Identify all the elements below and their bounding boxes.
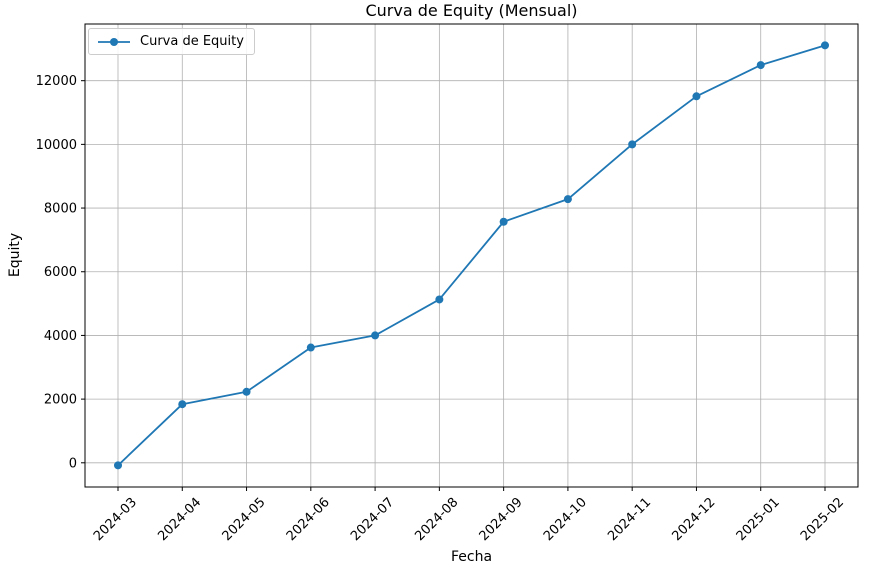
data-point-marker <box>756 61 765 70</box>
data-point-marker <box>371 331 380 340</box>
x-tick-label: 2024-03 <box>91 495 140 544</box>
data-point-marker <box>178 400 187 409</box>
y-tick-label: 2000 <box>44 393 77 408</box>
x-tick-label: 2024-11 <box>605 495 654 544</box>
data-point-marker <box>692 92 701 101</box>
y-tick-label: 6000 <box>44 265 77 280</box>
y-tick-label: 0 <box>69 456 77 471</box>
x-tick-label: 2024-10 <box>541 495 590 544</box>
y-tick-label: 4000 <box>44 329 77 344</box>
equity-line <box>117 44 826 467</box>
x-tick-label: 2025-01 <box>734 495 783 544</box>
y-tick-label: 10000 <box>36 138 77 153</box>
data-point-marker <box>499 217 508 226</box>
data-point-marker <box>821 41 829 50</box>
data-point-marker <box>628 140 637 149</box>
data-point-marker <box>563 195 572 204</box>
legend-line-sample-icon <box>98 37 130 46</box>
chart-title: Curva de Equity (Mensual) <box>365 1 578 20</box>
x-tick-label: 2024-12 <box>669 495 718 544</box>
x-tick-label: 2025-02 <box>798 495 847 544</box>
x-tick-label: 2024-04 <box>155 495 204 544</box>
data-point-marker <box>306 343 315 352</box>
y-tick-label: 8000 <box>44 202 77 217</box>
y-axis-label: Equity <box>7 232 23 278</box>
x-tick-label: 2024-07 <box>348 495 397 544</box>
legend-label: Curva de Equity <box>140 34 244 49</box>
legend-sample-marker <box>110 37 118 46</box>
plot-border <box>84 23 859 488</box>
legend: Curva de Equity <box>88 28 255 55</box>
x-tick-label: 2024-06 <box>284 495 333 544</box>
data-point-marker <box>242 387 251 396</box>
y-tick-label: 12000 <box>36 74 77 89</box>
x-tick-label: 2024-09 <box>477 495 526 544</box>
data-point-marker <box>114 461 122 470</box>
x-axis-label: Fecha <box>450 549 493 565</box>
x-tick-label: 2024-05 <box>220 495 269 544</box>
x-tick-label: 2024-08 <box>412 495 461 544</box>
data-point-marker <box>435 295 444 304</box>
